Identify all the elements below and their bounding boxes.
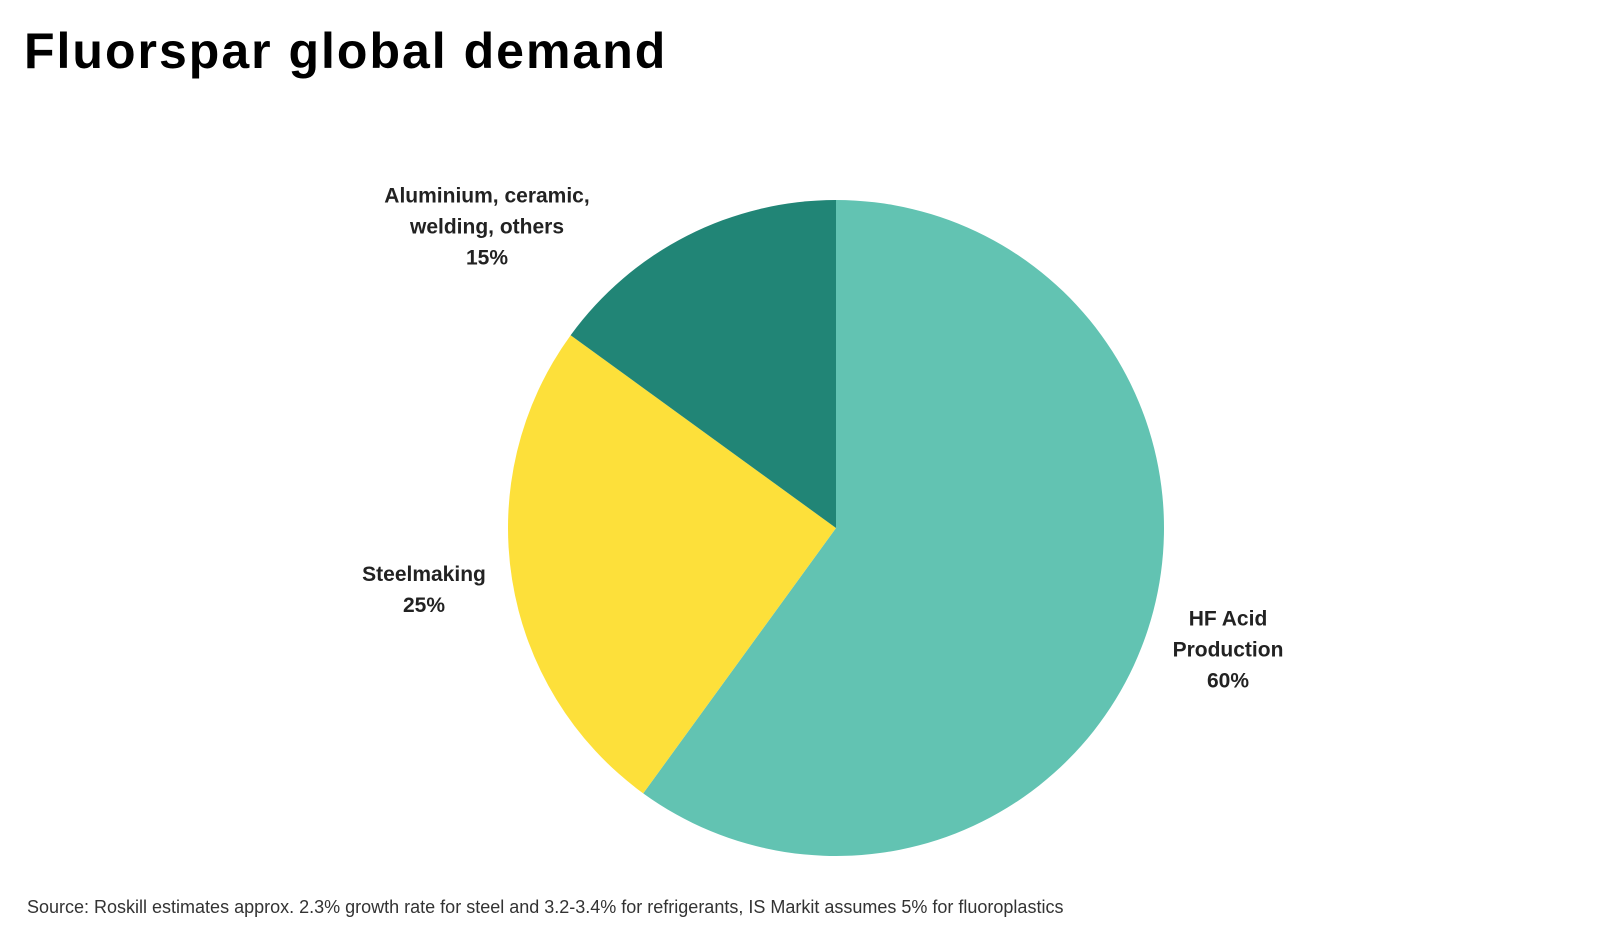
slice-label: Aluminium, ceramic, welding, others 15% [367,181,607,274]
category-label: Steelmaking [362,563,486,586]
value-label: 15% [465,246,509,270]
value-label: 60% [1206,669,1250,693]
pie-slice [643,200,1164,856]
source-note: Source: Roskill estimates approx. 2.3% g… [27,897,1064,917]
category-label: HF Acid Production [1172,607,1284,662]
slice-label: Steelmaking 25% [304,559,544,621]
pie-slice [508,335,836,794]
chart-title: Fluorspar global demand [24,23,668,79]
category-label: Aluminium, ceramic, welding, others [384,184,590,239]
slice-label: HF Acid Production 60% [1163,604,1293,697]
pie-slice [570,200,836,528]
value-label: 25% [402,594,446,617]
